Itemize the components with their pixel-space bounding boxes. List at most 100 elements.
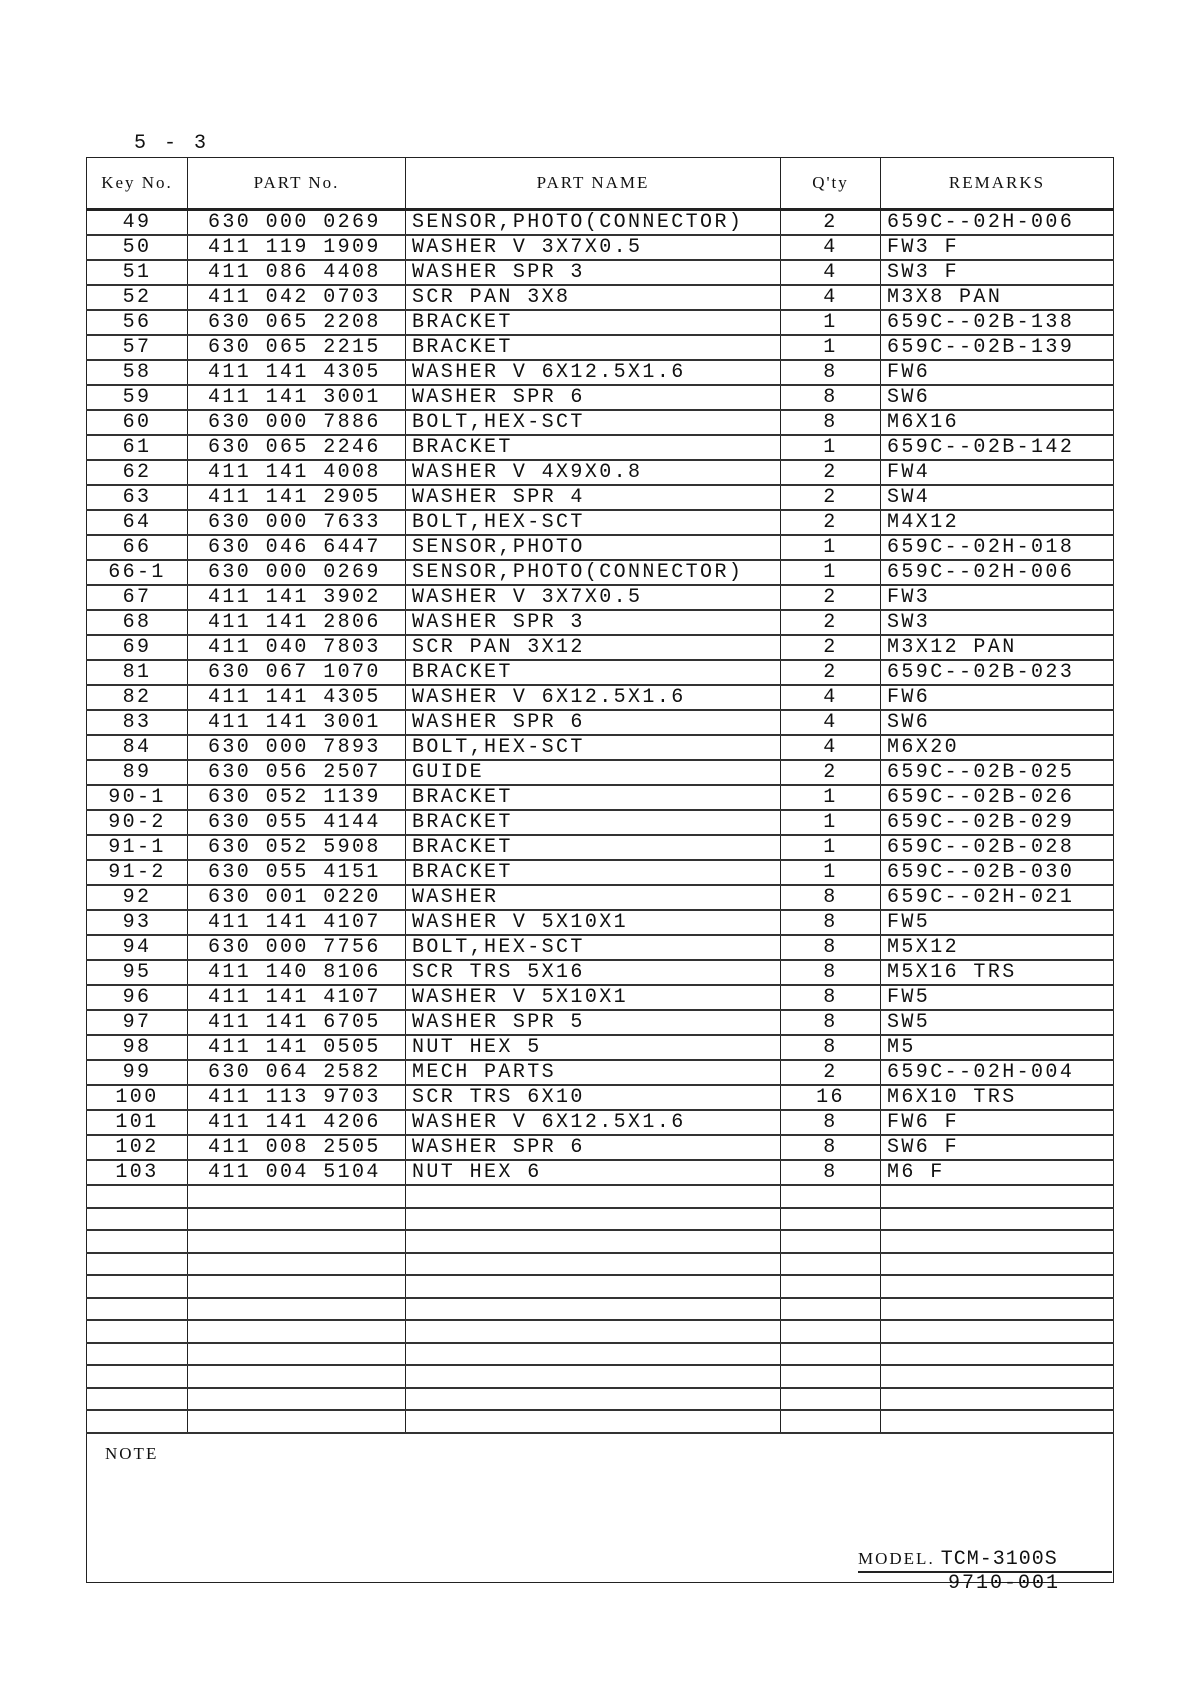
cell-qty: 4 [780,734,881,761]
empty-cell [187,1251,406,1276]
cell-key-no: 62 [86,459,188,486]
empty-cell [405,1296,781,1321]
cell-part-no: 630 065 2215 [187,334,406,361]
empty-row [86,1206,1114,1231]
document-number: 9710-001 [948,1572,1061,1595]
cell-qty: 8 [780,384,881,411]
empty-cell [187,1341,406,1366]
table-row: 82 411 141 4305 WASHER V 6X12.5X1.6 4 FW6 [86,684,1114,711]
cell-qty: 8 [780,1134,881,1161]
empty-cell [780,1296,881,1321]
cell-key-no: 82 [86,684,188,711]
header-remarks: REMARKS [880,157,1114,211]
empty-row [86,1184,1114,1208]
cell-remarks: FW6 [880,684,1114,711]
cell-part-no: 411 086 4408 [187,259,406,286]
cell-remarks: SW6 F [880,1134,1114,1161]
cell-qty: 8 [780,1009,881,1036]
table-row: 102 411 008 2505 WASHER SPR 6 8 SW6 F [86,1134,1114,1161]
cell-qty: 2 [780,659,881,686]
cell-part-no: 411 141 4305 [187,684,406,711]
cell-key-no: 81 [86,659,188,686]
cell-qty: 1 [780,434,881,461]
table-row: 101 411 141 4206 WASHER V 6X12.5X1.6 8 FW6 F [86,1109,1114,1136]
cell-part-no: 411 141 4206 [187,1109,406,1136]
cell-qty: 1 [780,809,881,836]
cell-remarks: 659C--02B-138 [880,309,1114,336]
cell-part-no: 630 001 0220 [187,884,406,911]
table-row: 90-2 630 055 4144 BRACKET 1 659C--02B-029 [86,809,1114,836]
cell-qty: 8 [780,934,881,961]
empty-cell [86,1229,188,1253]
cell-part-name: BOLT,HEX-SCT [405,409,781,436]
cell-qty: 2 [780,584,881,611]
cell-part-name: BRACKET [405,809,781,836]
cell-key-no: 93 [86,909,188,936]
cell-qty: 2 [780,509,881,536]
empty-cell [405,1364,781,1388]
empty-cell [405,1341,781,1366]
empty-cell [880,1319,1114,1343]
cell-part-no: 411 042 0703 [187,284,406,311]
cell-part-no: 411 119 1909 [187,234,406,261]
cell-key-no: 50 [86,234,188,261]
empty-cell [780,1184,881,1208]
cell-remarks: FW3 F [880,234,1114,261]
table-row: 62 411 141 4008 WASHER V 4X9X0.8 2 FW4 [86,459,1114,486]
note-row: NOTE [86,1431,1114,1583]
table-row: 103 411 004 5104 NUT HEX 6 8 M6 F [86,1159,1114,1186]
table-row: 96 411 141 4107 WASHER V 5X10X1 8 FW5 [86,984,1114,1011]
cell-qty: 2 [780,1059,881,1086]
cell-part-name: WASHER [405,884,781,911]
cell-part-name: BRACKET [405,334,781,361]
cell-key-no: 49 [86,208,188,236]
cell-part-name: BRACKET [405,309,781,336]
cell-qty: 8 [780,984,881,1011]
cell-key-no: 99 [86,1059,188,1086]
table-row: 94 630 000 7756 BOLT,HEX-SCT 8 M5X12 [86,934,1114,961]
empty-cell [880,1274,1114,1298]
cell-key-no: 60 [86,409,188,436]
header-part-name: PART NAME [405,157,781,211]
cell-part-no: 411 008 2505 [187,1134,406,1161]
note-label: NOTE [86,1431,1114,1583]
empty-cell [780,1364,881,1388]
cell-part-no: 411 141 4305 [187,359,406,386]
table-row: 100 411 113 9703 SCR TRS 6X10 16 M6X10 TRS [86,1084,1114,1111]
table-row: 51 411 086 4408 WASHER SPR 3 4 SW3 F [86,259,1114,286]
cell-key-no: 63 [86,484,188,511]
cell-key-no: 102 [86,1134,188,1161]
cell-part-no: 411 040 7803 [187,634,406,661]
cell-part-no: 630 000 0269 [187,559,406,586]
cell-part-name: SCR TRS 6X10 [405,1084,781,1111]
cell-qty: 1 [780,784,881,811]
cell-part-name: SCR PAN 3X12 [405,634,781,661]
cell-part-name: BRACKET [405,659,781,686]
cell-qty: 1 [780,334,881,361]
empty-cell [86,1341,188,1366]
cell-remarks: 659C--02B-139 [880,334,1114,361]
empty-cell [86,1206,188,1231]
table-row: 92 630 001 0220 WASHER 8 659C--02H-021 [86,884,1114,911]
cell-qty: 1 [780,309,881,336]
cell-part-name: WASHER SPR 6 [405,709,781,736]
cell-key-no: 103 [86,1159,188,1186]
cell-part-no: 630 052 1139 [187,784,406,811]
cell-key-no: 52 [86,284,188,311]
cell-part-no: 411 141 2806 [187,609,406,636]
cell-remarks: 659C--02B-030 [880,859,1114,886]
cell-remarks: 659C--02H-006 [880,208,1114,236]
empty-row [86,1296,1114,1321]
cell-part-name: WASHER V 5X10X1 [405,984,781,1011]
cell-part-no: 630 000 7893 [187,734,406,761]
cell-key-no: 92 [86,884,188,911]
cell-part-name: WASHER SPR 3 [405,609,781,636]
cell-remarks: SW6 [880,709,1114,736]
cell-remarks: M3X12 PAN [880,634,1114,661]
empty-cell [86,1409,188,1433]
model-value: TCM-3100S [940,1548,1058,1571]
empty-cell [86,1296,188,1321]
cell-remarks: SW6 [880,384,1114,411]
cell-part-no: 411 141 3001 [187,709,406,736]
cell-remarks: SW3 [880,609,1114,636]
